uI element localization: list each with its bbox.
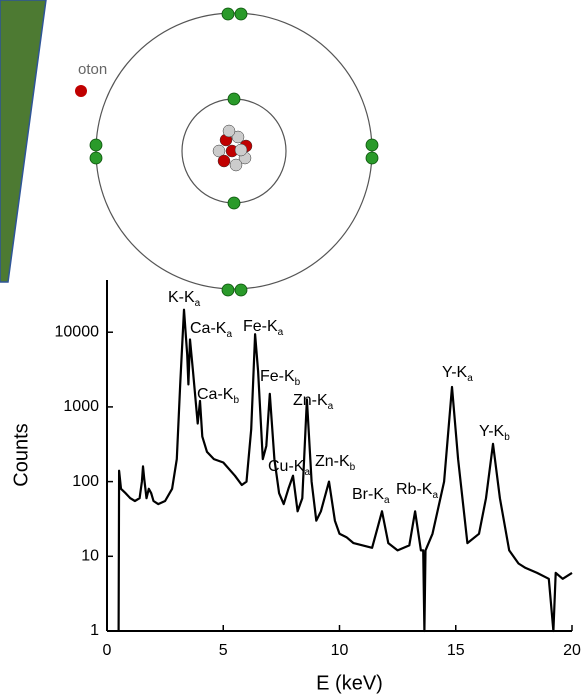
nucleus	[212, 124, 253, 172]
x-tick-label: 20	[563, 642, 581, 659]
peak-label-text: Zn-K	[315, 453, 350, 470]
x-axis-label: E (keV)	[316, 672, 383, 694]
peak-label-text: Y-K	[442, 364, 468, 381]
peak-label: Rb-Ka	[396, 481, 438, 500]
diagram-label: oton	[78, 61, 107, 78]
peak-label-sub: b	[504, 432, 510, 443]
peak-label: Ca-Kb	[197, 386, 239, 405]
peak-label: Ca-Ka	[190, 320, 232, 339]
x-tick-label: 15	[447, 642, 465, 659]
peak-label: Y-Kb	[479, 423, 510, 442]
peak-label-sub: a	[384, 495, 390, 506]
peak-label-text: Fe-K	[243, 318, 278, 335]
peak-label-sub: a	[226, 329, 232, 340]
peak-label-text: Cu-K	[268, 458, 305, 475]
proton	[75, 85, 87, 97]
peak-label-text: Y-K	[479, 423, 505, 440]
peak-label-text: K-K	[168, 289, 195, 306]
peak-label: Zn-Ka	[293, 392, 334, 411]
x-tick-label: 5	[219, 642, 228, 659]
atom-diagram: oton	[75, 7, 379, 297]
peak-label-sub: a	[328, 401, 334, 412]
peak-label: Fe-Kb	[260, 368, 301, 387]
peak-label-text: Ca-K	[190, 320, 227, 337]
peak-label: Br-Ka	[352, 486, 390, 505]
peak-label-sub: b	[350, 462, 356, 473]
y-tick-label: 10000	[55, 323, 100, 340]
peak-label: Zn-Kb	[315, 453, 356, 472]
peak-label: Y-Ka	[442, 364, 473, 383]
peak-label: K-Ka	[168, 289, 201, 308]
y-axis-label: Counts	[10, 423, 32, 486]
electrons	[89, 7, 379, 297]
peak-label: Fe-Ka	[243, 318, 284, 337]
peak-label-text: Br-K	[352, 486, 384, 503]
peak-label-sub: a	[467, 373, 473, 384]
spectrum-line	[117, 308, 573, 633]
peak-label: Cu-Ka	[268, 458, 310, 477]
peak-label-text: Fe-K	[260, 368, 295, 385]
peak-label-text: Ca-K	[197, 386, 234, 403]
peak-label-sub: b	[295, 377, 301, 388]
peak-label-text: Zn-K	[293, 392, 328, 409]
peak-label-sub: a	[278, 327, 284, 338]
peak-label-sub: a	[195, 298, 201, 309]
peak-label-text: Rb-K	[396, 481, 433, 498]
peak-label-sub: a	[432, 490, 438, 501]
x-tick-label: 10	[331, 642, 349, 659]
green-banner	[0, 0, 47, 283]
y-tick-label: 1000	[63, 398, 99, 415]
y-tick-label: 10	[81, 548, 99, 565]
y-tick-label: 1	[90, 622, 99, 639]
peak-label-sub: a	[304, 467, 310, 478]
peak-label-sub: b	[233, 395, 239, 406]
x-tick-label: 0	[103, 642, 112, 659]
y-tick-label: 100	[72, 473, 99, 490]
